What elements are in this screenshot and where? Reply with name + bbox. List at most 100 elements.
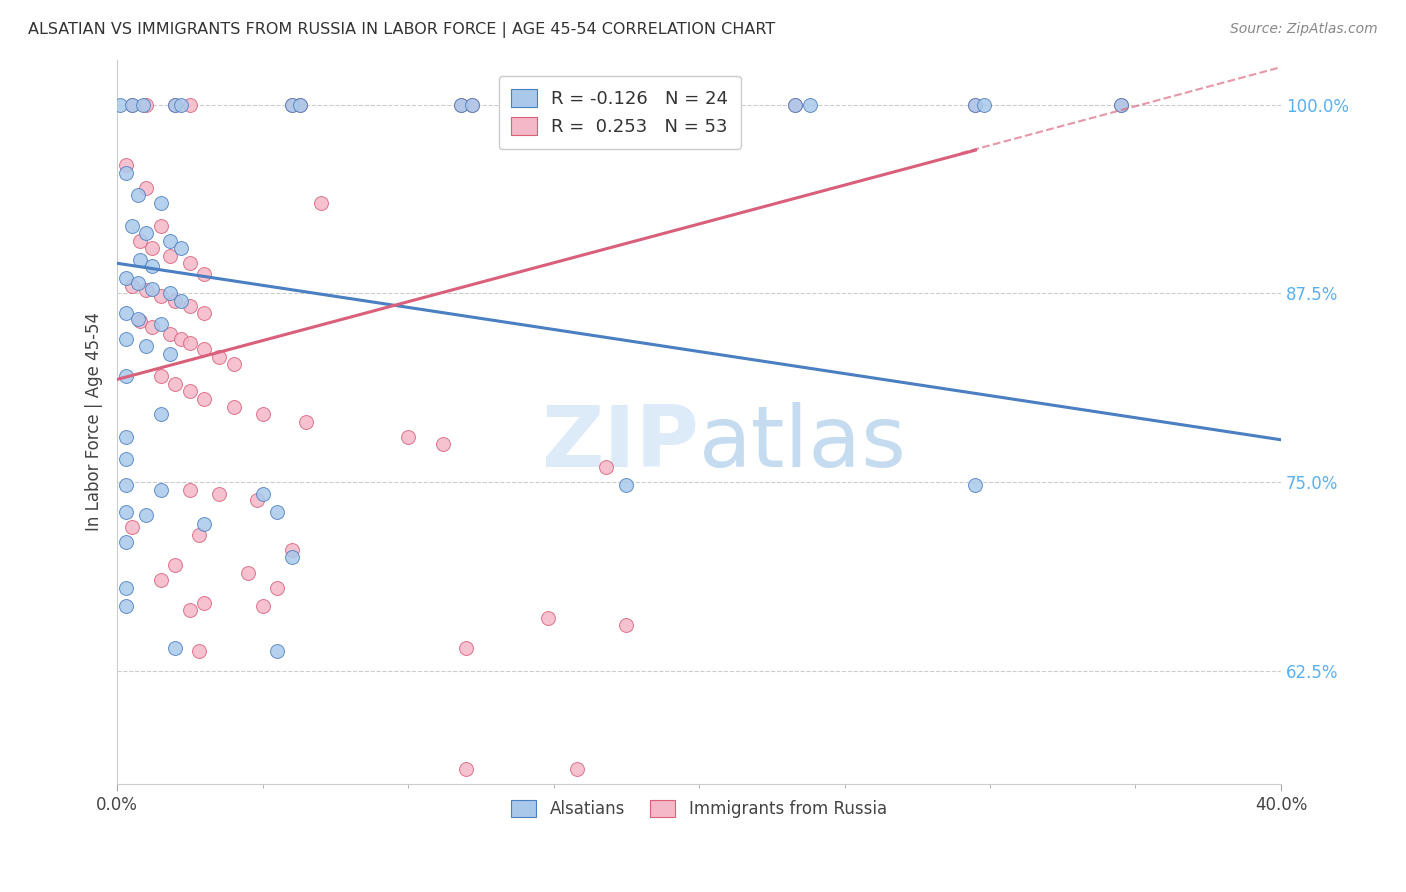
Point [595, 459, 617, 474]
Point [115, 166, 138, 180]
Y-axis label: In Labor Force | Age 45-54: In Labor Force | Age 45-54 [86, 312, 103, 531]
Text: ZIP: ZIP [541, 402, 699, 485]
Point [149, 289, 172, 303]
Point [159, 234, 181, 248]
Point [179, 298, 201, 312]
Point [187, 644, 209, 658]
Point [396, 430, 419, 444]
Point [115, 332, 138, 346]
Point [193, 596, 215, 610]
Point [783, 98, 806, 112]
Point [450, 98, 472, 112]
Point [115, 306, 138, 320]
Point [565, 762, 588, 776]
Point [135, 226, 157, 240]
Point [170, 332, 193, 346]
Point [246, 493, 269, 508]
Text: Source: ZipAtlas.com: Source: ZipAtlas.com [1230, 22, 1378, 37]
Point [193, 306, 215, 320]
Point [141, 319, 163, 334]
Point [159, 249, 181, 263]
Point [456, 762, 478, 776]
Point [193, 343, 215, 357]
Point [132, 98, 155, 112]
Point [179, 384, 201, 399]
Point [115, 369, 138, 384]
Point [170, 293, 193, 308]
Point [614, 98, 637, 112]
Point [614, 478, 637, 492]
Point [965, 98, 987, 112]
Point [179, 336, 201, 351]
Point [1109, 98, 1132, 112]
Point [159, 347, 181, 361]
Point [121, 520, 143, 534]
Point [783, 98, 806, 112]
Point [456, 792, 478, 806]
Point [141, 241, 163, 255]
Point [141, 282, 163, 296]
Point [965, 478, 987, 492]
Point [149, 369, 172, 384]
Point [135, 284, 157, 298]
Point [281, 98, 304, 112]
Point [165, 98, 187, 112]
Point [179, 256, 201, 270]
Point [121, 98, 143, 112]
Point [159, 327, 181, 342]
Point [630, 98, 652, 112]
Point [179, 483, 201, 497]
Point [630, 98, 652, 112]
Point [965, 98, 987, 112]
Point [252, 487, 274, 501]
Point [290, 98, 312, 112]
Point [141, 260, 163, 274]
Point [450, 98, 472, 112]
Point [222, 357, 245, 371]
Point [127, 276, 149, 290]
Point [149, 219, 172, 233]
Point [135, 181, 157, 195]
Point [121, 219, 143, 233]
Legend: Alsatians, Immigrants from Russia: Alsatians, Immigrants from Russia [503, 791, 896, 826]
Point [179, 98, 201, 112]
Point [193, 517, 215, 532]
Point [295, 415, 318, 429]
Point [266, 644, 288, 658]
Point [115, 505, 138, 519]
Point [799, 98, 821, 112]
Point [108, 98, 131, 112]
Point [165, 640, 187, 655]
Point [973, 98, 995, 112]
Point [461, 98, 484, 112]
Point [614, 618, 637, 632]
Point [432, 437, 454, 451]
Point [115, 581, 138, 595]
Point [456, 640, 478, 655]
Point [115, 535, 138, 549]
Point [129, 234, 152, 248]
Point [187, 528, 209, 542]
Point [115, 271, 138, 285]
Point [149, 317, 172, 331]
Point [149, 195, 172, 210]
Point [193, 392, 215, 406]
Point [165, 98, 187, 112]
Point [149, 573, 172, 587]
Point [193, 267, 215, 281]
Point [135, 339, 157, 353]
Point [165, 376, 187, 391]
Point [159, 286, 181, 301]
Point [121, 279, 143, 293]
Point [115, 478, 138, 492]
Point [129, 253, 152, 268]
Point [127, 188, 149, 202]
Point [614, 98, 637, 112]
Point [537, 611, 560, 625]
Point [281, 542, 304, 557]
Point [281, 550, 304, 565]
Text: atlas: atlas [699, 402, 907, 485]
Point [222, 400, 245, 414]
Point [127, 312, 149, 326]
Point [165, 558, 187, 572]
